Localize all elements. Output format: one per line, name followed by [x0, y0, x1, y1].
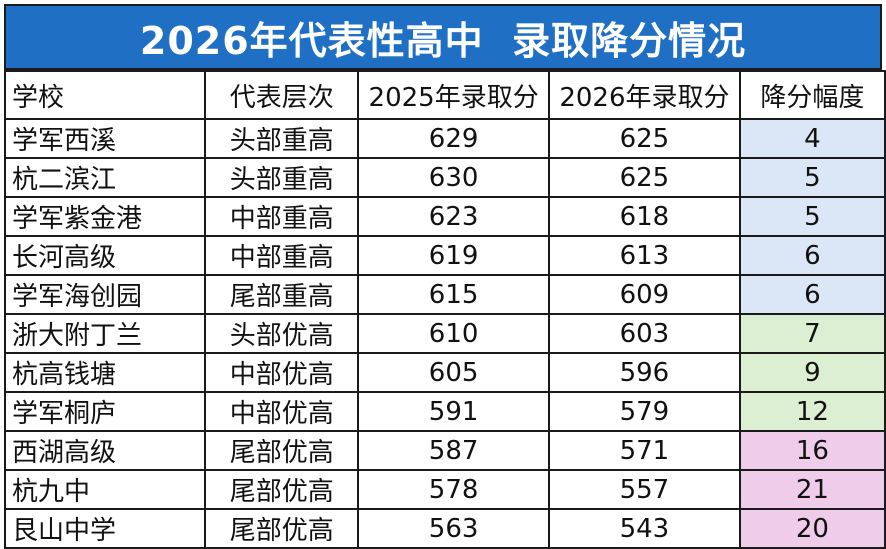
cell-drop[interactable]: 6: [738, 274, 886, 315]
cell-score-2025[interactable]: 578: [357, 469, 551, 510]
cell-score-2025[interactable]: 623: [357, 196, 551, 237]
cell-level[interactable]: 尾部重高: [204, 274, 360, 315]
cell-score-2026[interactable]: 571: [548, 430, 741, 471]
cell-score-2025[interactable]: 629: [357, 118, 551, 159]
cell-school[interactable]: 杭高钱塘: [3, 352, 207, 393]
cell-score-2025[interactable]: 619: [357, 235, 551, 276]
cell-school[interactable]: 艮山中学: [3, 508, 207, 549]
cell-drop[interactable]: 20: [738, 508, 886, 549]
table-row: 杭二滨江 头部重高 630 625 5: [3, 157, 886, 198]
cell-drop[interactable]: 7: [738, 313, 886, 354]
cell-score-2025[interactable]: 630: [357, 157, 551, 198]
cell-score-2026[interactable]: 625: [548, 157, 741, 198]
cell-level[interactable]: 中部优高: [204, 391, 360, 432]
cell-score-2025[interactable]: 610: [357, 313, 551, 354]
cell-school[interactable]: 学军紫金港: [3, 196, 207, 237]
cell-level[interactable]: 中部重高: [204, 235, 360, 276]
cell-score-2025[interactable]: 605: [357, 352, 551, 393]
spreadsheet: 2026年代表性高中 录取降分情况 学校 代表层次 2025年录取分 2026年…: [3, 4, 886, 549]
cell-score-2026[interactable]: 579: [548, 391, 741, 432]
cell-level[interactable]: 中部优高: [204, 352, 360, 393]
cell-level[interactable]: 中部重高: [204, 196, 360, 237]
cell-school[interactable]: 杭九中: [3, 469, 207, 510]
cell-score-2026[interactable]: 618: [548, 196, 741, 237]
cell-score-2025[interactable]: 591: [357, 391, 551, 432]
table-row: 学军紫金港 中部重高 623 618 5: [3, 196, 886, 237]
table-row: 西湖高级 尾部优高 587 571 16: [3, 430, 886, 471]
header-row: 学校 代表层次 2025年录取分 2026年录取分 降分幅度: [3, 70, 886, 120]
cell-drop[interactable]: 5: [738, 196, 886, 237]
cell-school[interactable]: 西湖高级: [3, 430, 207, 471]
cell-school[interactable]: 学军海创园: [3, 274, 207, 315]
cell-school[interactable]: 学军桐庐: [3, 391, 207, 432]
cell-score-2025[interactable]: 563: [357, 508, 551, 549]
cell-level[interactable]: 尾部优高: [204, 430, 360, 471]
cell-score-2025[interactable]: 587: [357, 430, 551, 471]
cell-score-2026[interactable]: 557: [548, 469, 741, 510]
cell-level[interactable]: 头部重高: [204, 157, 360, 198]
cell-drop[interactable]: 21: [738, 469, 886, 510]
table-row: 学军西溪 头部重高 629 625 4: [3, 118, 886, 159]
table-row: 学军桐庐 中部优高 591 579 12: [3, 391, 886, 432]
cell-score-2026[interactable]: 625: [548, 118, 741, 159]
cell-score-2026[interactable]: 609: [548, 274, 741, 315]
cell-school[interactable]: 长河高级: [3, 235, 207, 276]
table-row: 杭九中 尾部优高 578 557 21: [3, 469, 886, 510]
table-row: 杭高钱塘 中部优高 605 596 9: [3, 352, 886, 393]
cell-level[interactable]: 头部优高: [204, 313, 360, 354]
cell-level[interactable]: 头部重高: [204, 118, 360, 159]
table-row: 学军海创园 尾部重高 615 609 6: [3, 274, 886, 315]
cell-drop[interactable]: 12: [738, 391, 886, 432]
cell-school[interactable]: 杭二滨江: [3, 157, 207, 198]
cell-school[interactable]: 学军西溪: [3, 118, 207, 159]
table-row: 浙大附丁兰 头部优高 610 603 7: [3, 313, 886, 354]
title-banner: 2026年代表性高中 录取降分情况: [4, 4, 882, 70]
cell-score-2026[interactable]: 543: [548, 508, 741, 549]
cell-drop[interactable]: 9: [738, 352, 886, 393]
cell-score-2026[interactable]: 603: [548, 313, 741, 354]
score-table: 学校 代表层次 2025年录取分 2026年录取分 降分幅度 学军西溪 头部重高 6…: [3, 70, 886, 549]
header-score-2025[interactable]: 2025年录取分: [357, 70, 551, 120]
cell-score-2026[interactable]: 613: [548, 235, 741, 276]
header-school[interactable]: 学校: [3, 70, 207, 120]
cell-score-2026[interactable]: 596: [548, 352, 741, 393]
cell-drop[interactable]: 4: [738, 118, 886, 159]
cell-level[interactable]: 尾部优高: [204, 508, 360, 549]
table-title: 2026年代表性高中 录取降分情况: [139, 18, 747, 63]
header-drop[interactable]: 降分幅度: [738, 70, 886, 120]
cell-drop[interactable]: 6: [738, 235, 886, 276]
cell-drop[interactable]: 5: [738, 157, 886, 198]
header-level[interactable]: 代表层次: [204, 70, 360, 120]
cell-level[interactable]: 尾部优高: [204, 469, 360, 510]
cell-drop[interactable]: 16: [738, 430, 886, 471]
cell-school[interactable]: 浙大附丁兰: [3, 313, 207, 354]
cell-score-2025[interactable]: 615: [357, 274, 551, 315]
table-row: 艮山中学 尾部优高 563 543 20: [3, 508, 886, 549]
table-row: 长河高级 中部重高 619 613 6: [3, 235, 886, 276]
header-score-2026[interactable]: 2026年录取分: [548, 70, 741, 120]
